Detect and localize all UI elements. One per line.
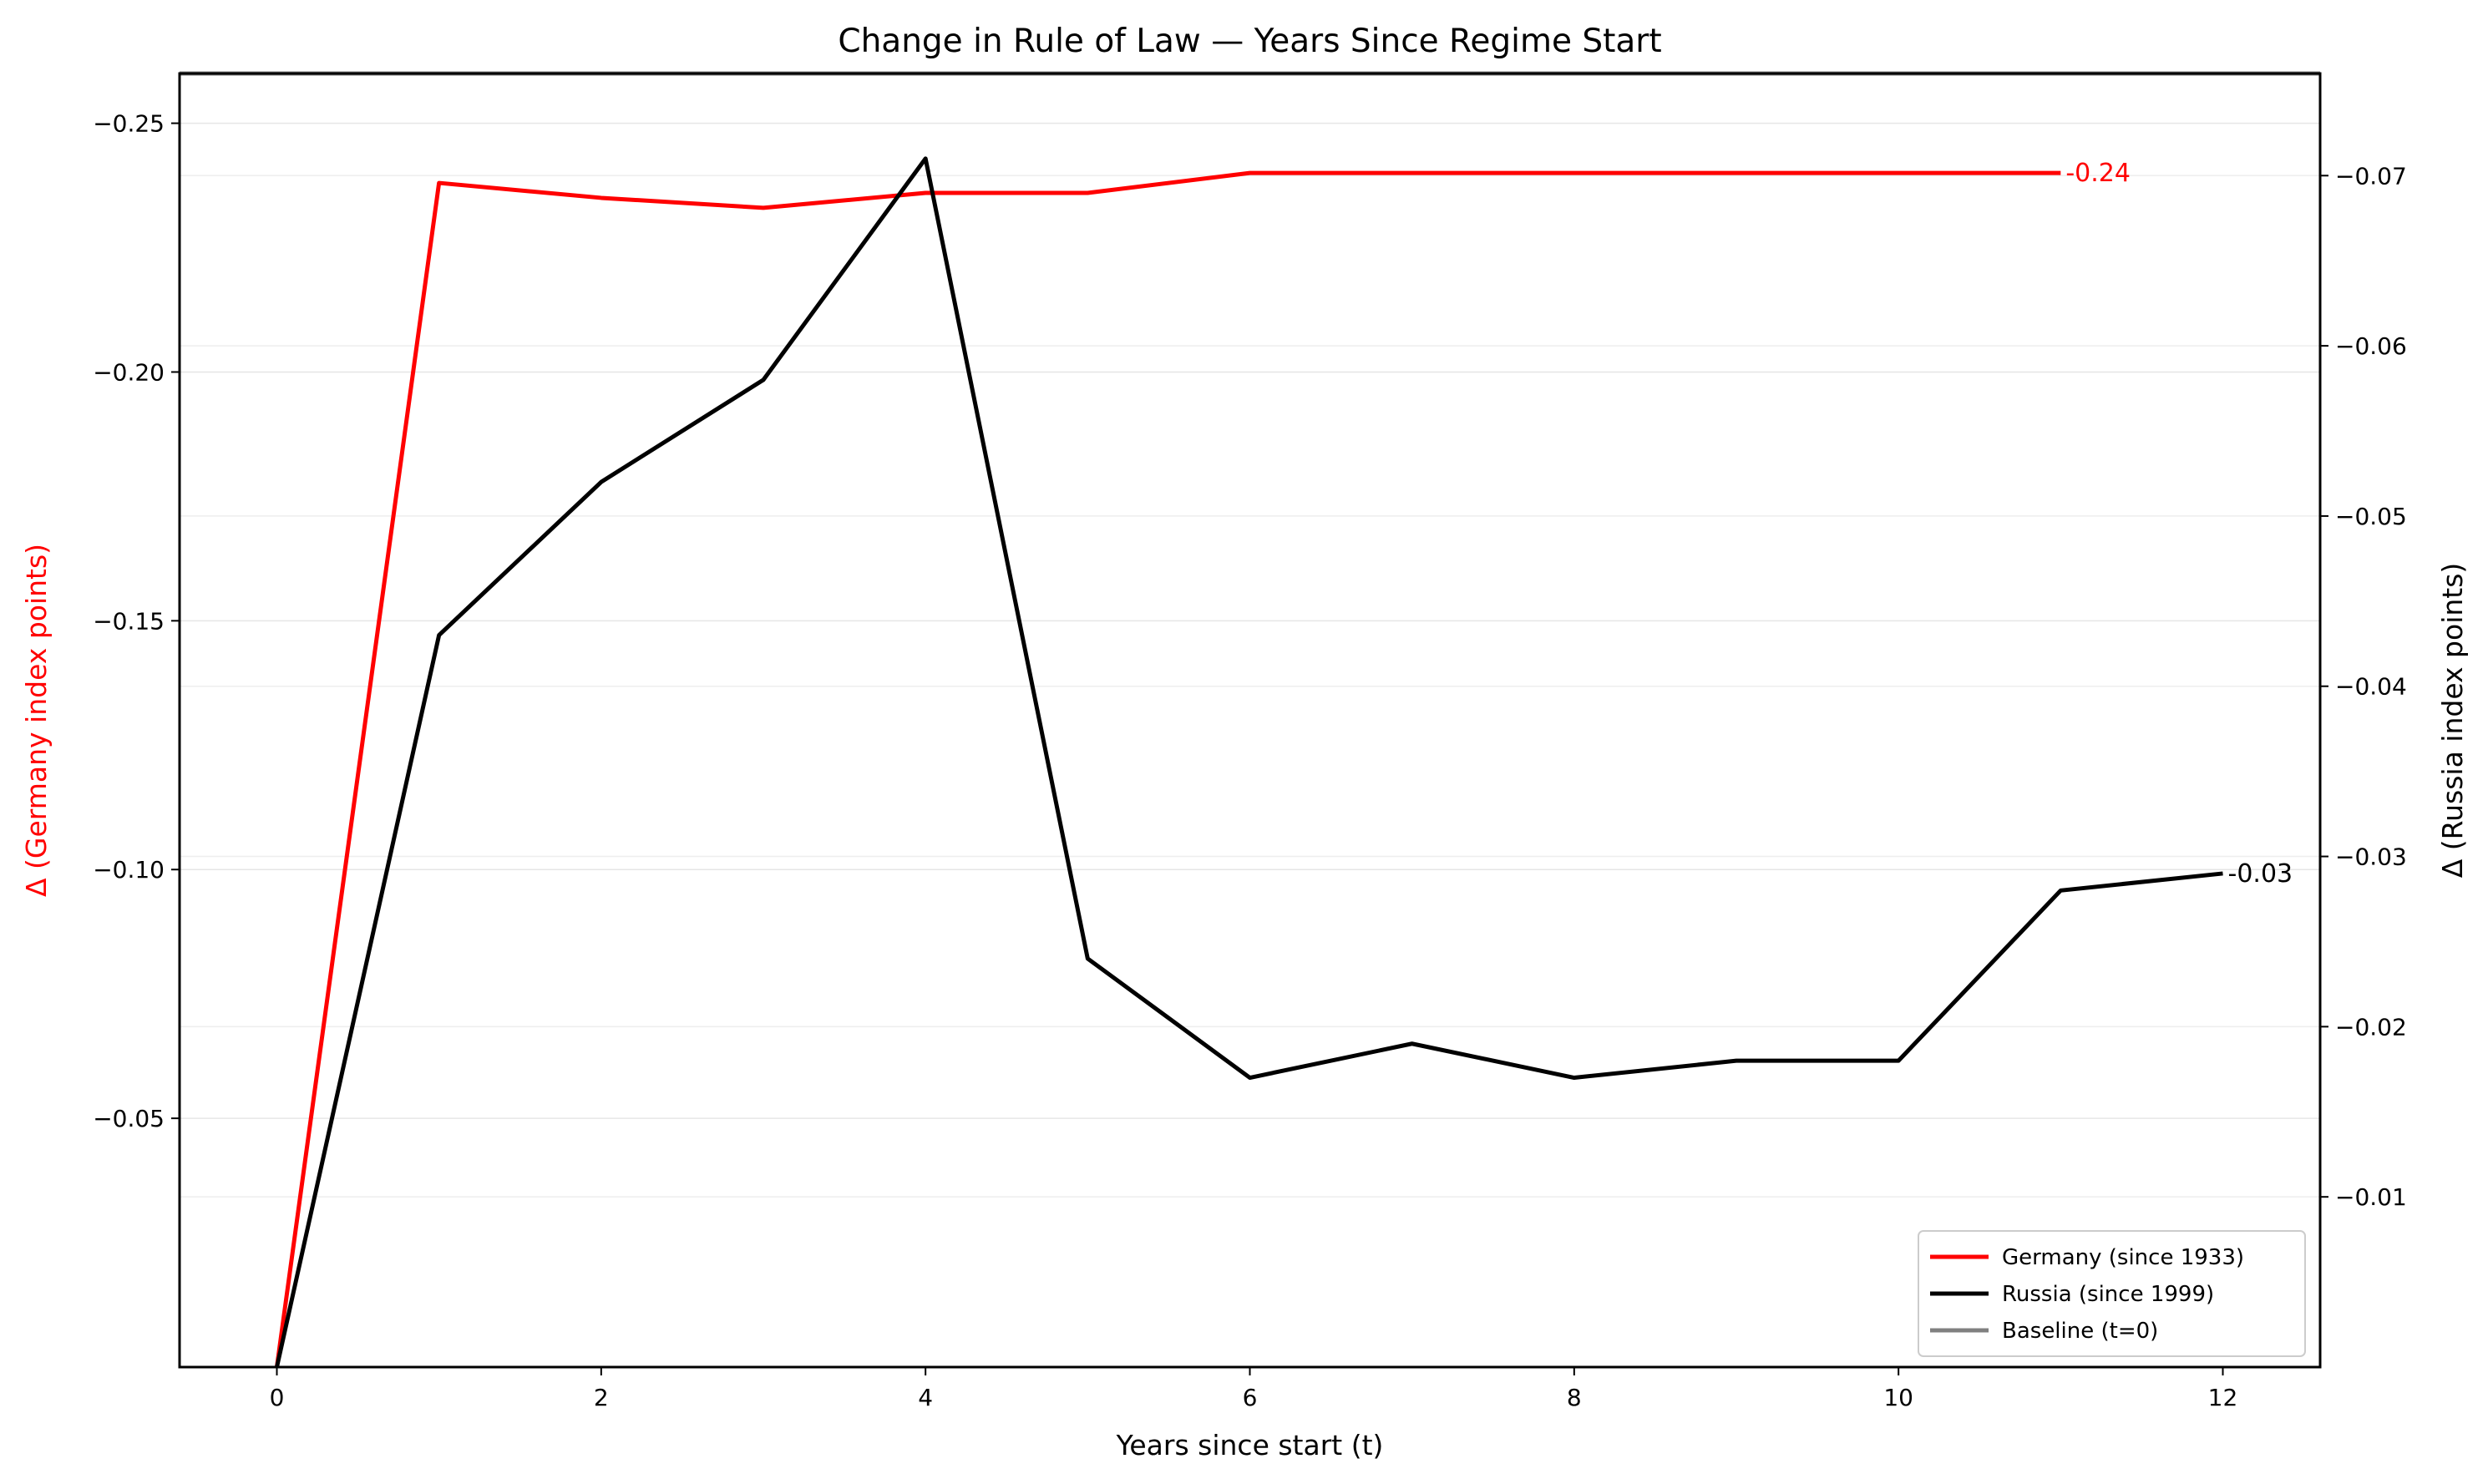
x-axis-label: Years since start (t) — [1116, 1429, 1384, 1461]
left-y-tick-label: −0.20 — [93, 358, 165, 386]
right-y-tick-label: −0.01 — [2335, 1183, 2407, 1211]
legend-label-baseline: Baseline (t=0) — [2002, 1319, 2158, 1344]
right-y-tick-label: −0.06 — [2335, 332, 2407, 360]
series-line-germany — [275, 170, 2061, 1368]
x-tick-label: 8 — [1567, 1384, 1582, 1411]
left-y-axis-label: Δ (Germany index points) — [20, 544, 53, 897]
right-y-axis-label: Δ (Russia index points) — [2436, 563, 2469, 879]
right-y-tick-label: −0.02 — [2335, 1013, 2407, 1041]
right-y-axis-ticks: −0.01 −0.02 −0.03 −0.04 −0.05 −0.06 −0.07 — [2320, 162, 2407, 1211]
series-layer — [275, 156, 2223, 1368]
chart-title: Change in Rule of Law — Years Since Regi… — [838, 23, 1661, 60]
right-y-tick-label: −0.07 — [2335, 162, 2407, 190]
left-y-tick-label: −0.25 — [93, 110, 165, 138]
end-label-russia: -0.03 — [2228, 859, 2293, 889]
series-line-russia — [275, 156, 2223, 1368]
x-tick-label: 4 — [918, 1384, 933, 1411]
right-grid — [180, 175, 2320, 1198]
legend: Germany (since 1933) Russia (since 1999)… — [1918, 1230, 2306, 1357]
legend-label-germany: Germany (since 1933) — [2002, 1245, 2244, 1270]
right-y-tick-label: −0.03 — [2335, 843, 2407, 871]
end-label-germany: -0.24 — [2065, 159, 2131, 188]
right-y-tick-label: −0.05 — [2335, 503, 2407, 530]
x-tick-label: 12 — [2208, 1384, 2238, 1411]
end-labels: -0.24 -0.03 — [2065, 159, 2293, 889]
x-tick-label: 2 — [594, 1384, 609, 1411]
left-grid — [180, 122, 2320, 1119]
left-y-axis-ticks: −0.05 −0.10 −0.15 −0.20 −0.25 — [93, 110, 180, 1132]
left-y-tick-label: −0.15 — [93, 607, 165, 635]
x-tick-label: 0 — [270, 1384, 285, 1411]
legend-label-russia: Russia (since 1999) — [2002, 1282, 2214, 1307]
legend-box — [1918, 1230, 2306, 1357]
x-axis-ticks: 0 2 4 6 8 10 12 — [270, 1367, 2238, 1411]
x-tick-label: 6 — [1243, 1384, 1258, 1411]
right-y-tick-label: −0.04 — [2335, 673, 2407, 701]
left-y-tick-label: −0.10 — [93, 856, 165, 884]
left-y-tick-label: −0.05 — [93, 1105, 165, 1132]
x-tick-label: 10 — [1883, 1384, 1913, 1411]
